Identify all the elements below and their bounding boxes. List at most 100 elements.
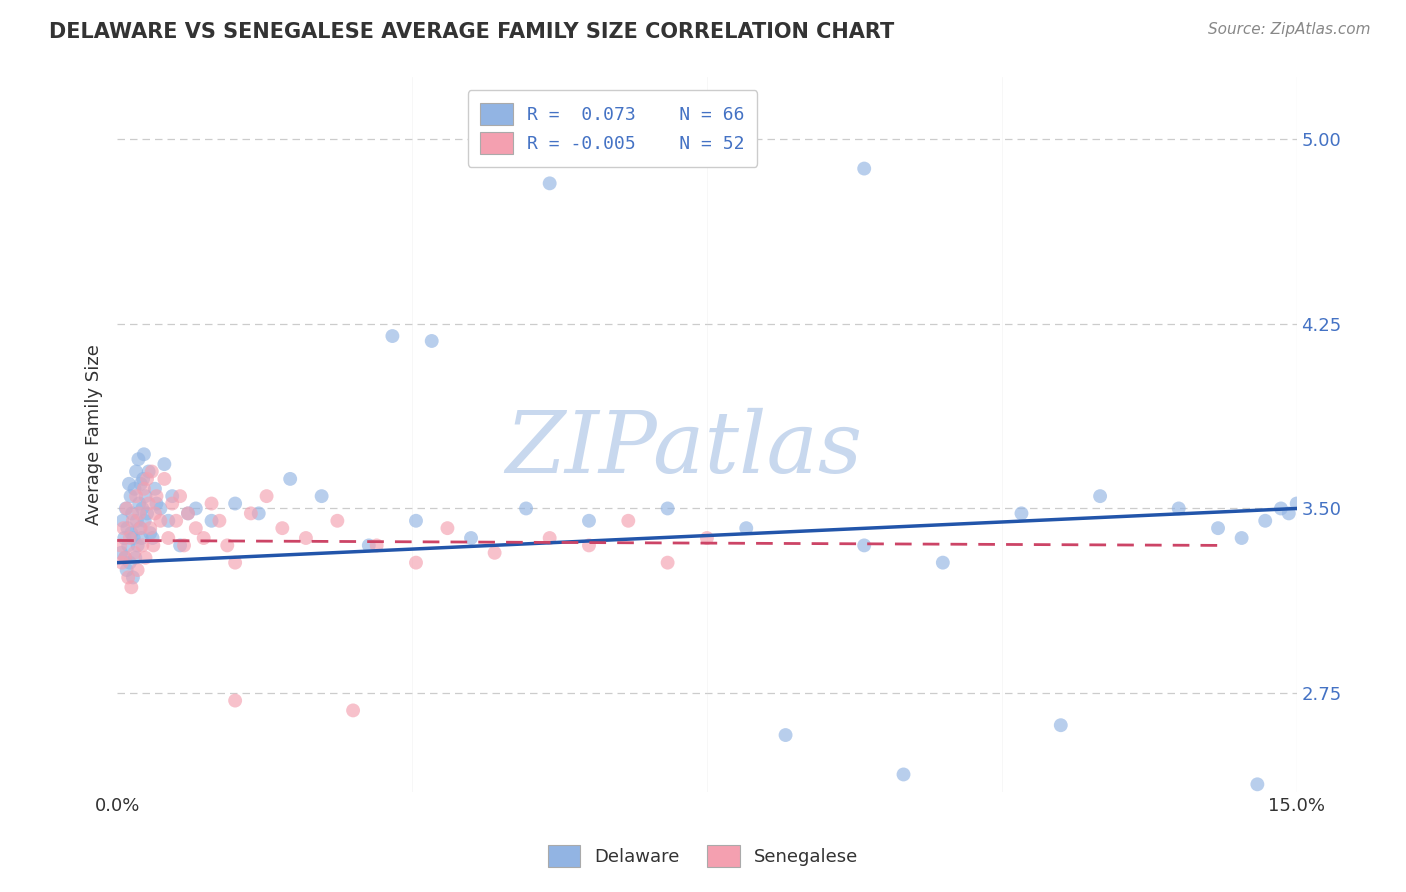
Point [117,570,139,584]
Point [110,538,132,552]
Point [173,538,195,552]
Point [1270,501,1292,516]
Point [484,546,506,560]
Point [139,526,162,541]
Point [138,496,160,510]
Point [153,457,176,471]
Text: ZIPatlas: ZIPatlas [505,408,862,491]
Point [657,501,679,516]
Point [1285,496,1308,510]
Point [111,514,134,528]
Point [120,489,142,503]
Point [696,531,718,545]
Point [184,501,207,516]
Point [295,531,318,545]
Point [129,521,152,535]
Point [112,531,135,545]
Point [122,570,145,584]
Point [420,334,443,348]
Point [117,521,139,535]
Point [208,514,231,528]
Point [853,161,876,176]
Point [124,482,146,496]
Point [122,531,145,545]
Point [122,514,145,528]
Point [1254,514,1277,528]
Point [932,556,955,570]
Point [125,489,148,503]
Point [142,531,165,545]
Point [124,546,146,560]
Point [125,514,148,528]
Point [366,538,388,552]
Point [735,521,758,535]
Point [110,546,132,560]
Point [169,538,191,552]
Point [217,538,239,552]
Point [224,556,246,570]
Point [271,521,294,535]
Point [127,452,149,467]
Point [136,472,159,486]
Point [405,556,427,570]
Point [127,538,149,552]
Point [128,507,150,521]
Point [128,496,150,510]
Point [129,521,152,535]
Point [405,514,427,528]
Point [538,531,561,545]
Point [381,329,404,343]
Point [256,489,278,503]
Point [112,521,135,535]
Point [853,538,876,552]
Point [118,476,141,491]
Point [239,507,262,521]
Point [1049,718,1071,732]
Point [125,465,148,479]
Point [578,538,600,552]
Point [117,538,139,552]
Point [134,489,156,503]
Point [177,507,200,521]
Point [775,728,797,742]
Point [278,472,301,486]
Point [460,531,482,545]
Legend: Delaware, Senegalese: Delaware, Senegalese [540,838,866,874]
Point [136,507,159,521]
Point [131,501,153,516]
Point [893,767,915,781]
Point [247,507,270,521]
Point [131,531,153,545]
Point [141,465,163,479]
Point [115,501,138,516]
Point [115,501,138,516]
Point [127,563,149,577]
Point [118,531,141,545]
Point [200,496,222,510]
Point [134,550,156,565]
Point [145,496,167,510]
Point [138,465,160,479]
Point [157,514,180,528]
Point [132,482,155,496]
Point [193,531,215,545]
Point [120,526,142,541]
Point [114,550,136,565]
Point [118,556,141,570]
Point [1167,501,1189,516]
Point [165,514,187,528]
Point [357,538,380,552]
Legend: R =  0.073    N = 66, R = -0.005    N = 52: R = 0.073 N = 66, R = -0.005 N = 52 [468,90,758,167]
Point [145,489,167,503]
Text: Source: ZipAtlas.com: Source: ZipAtlas.com [1208,22,1371,37]
Point [139,521,162,535]
Point [143,507,166,521]
Point [1278,507,1301,521]
Point [200,514,222,528]
Point [1230,531,1253,545]
Point [436,521,458,535]
Point [129,476,152,491]
Point [121,507,143,521]
Point [134,514,156,528]
Point [311,489,333,503]
